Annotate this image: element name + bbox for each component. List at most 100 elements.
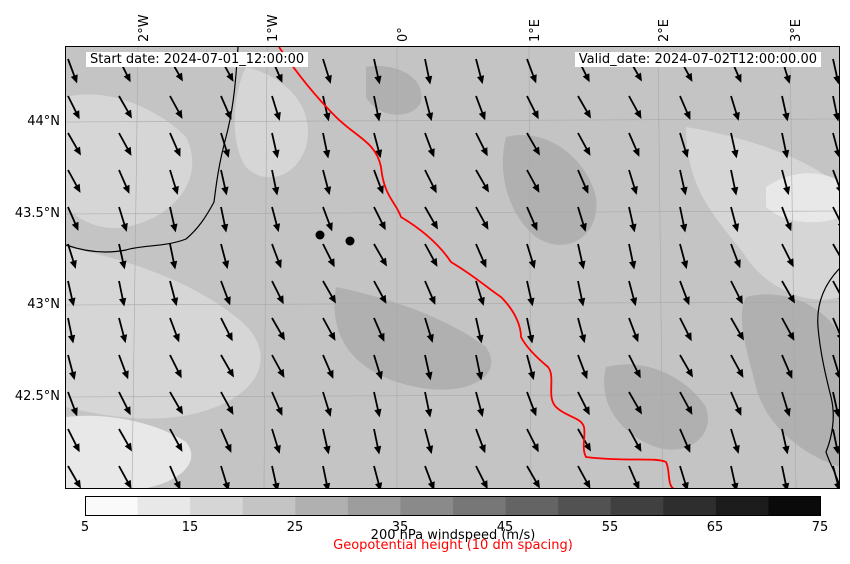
wind-arrow-head [170,260,178,270]
wind-arrow-head [323,445,331,455]
wind-arrow-head [323,112,331,122]
wind-arrow-head [175,442,183,452]
wind-arrow-head [427,148,435,158]
wind-arrow-head [374,112,382,122]
wind-arrow-head [782,149,790,159]
wind-arrow-head [685,368,693,378]
wind-arrow-head [276,295,284,305]
wind-arrow-head [732,444,740,454]
wind-arrow-shaft [832,169,839,189]
wind-arrow-head [124,109,132,119]
wind-arrow-head [377,332,385,342]
lon-label-0: 0° [396,27,411,42]
wind-arrow-head [476,371,484,381]
lat-label-44n: 44°N [27,114,60,129]
wind-arrow-head [578,260,586,270]
wind-arrow-head [173,480,181,488]
wind-arrow-head [734,406,742,416]
windspeed-zone [66,247,261,419]
wind-arrow-head [323,482,331,488]
wind-arrow-head [481,183,489,193]
wind-arrow-head [374,75,382,85]
wind-arrow-head [71,221,79,231]
wind-arrow-head [731,482,739,488]
wind-arrow-head [273,111,281,121]
colorbar-segment [558,496,612,516]
wind-arrow-head [226,72,234,82]
wind-arrow-head [222,260,230,270]
windspeed-zone [502,135,597,245]
wind-arrow-head [476,334,484,344]
wind-arrow-head [222,481,230,488]
wind-arrow-head [226,368,234,378]
wind-arrow-head [277,331,285,341]
wind-arrow-head [119,297,127,307]
colorbar-segment [453,496,507,516]
wind-arrow-head [477,75,485,85]
colorbar-tick: 35 [391,520,409,535]
wind-arrow-head [582,73,590,83]
colorbar-segment [137,496,191,516]
wind-arrow-head [70,407,78,417]
wind-arrow-head [272,482,280,488]
colorbar-tick: 5 [80,520,90,535]
wind-arrow-head [69,371,77,381]
wind-arrow-head [631,333,639,343]
graticule [66,47,839,488]
windspeed-base [66,47,839,488]
start-date-label: Start date: 2024-07-01_12:00:00 [86,52,309,67]
wind-arrow-head [430,220,438,230]
wind-arrow-head [634,72,642,82]
wind-arrow-head [579,222,587,232]
colorbar-tick: 25 [286,520,304,535]
wind-arrow-head [685,72,693,82]
wind-arrow-head [272,149,280,159]
wind-arrow-head [680,186,688,196]
wind-arrow-head [530,221,538,231]
wind-arrow-head [834,149,839,158]
wind-arrow-head [272,186,280,196]
wind-arrow-head [175,72,183,82]
wind-arrow-head [73,479,81,488]
wind-arrow-head [326,369,334,379]
wind-arrow-head [578,297,586,307]
wind-arrow-head [173,147,181,157]
windspeed-zone [234,67,308,178]
wind-arrow-head [120,222,128,232]
colorbar-segment [85,496,139,516]
wind-arrow-head [736,368,744,378]
colorbar-segment [400,496,454,516]
wind-arrow-head [174,369,182,379]
wind-arrow-head [175,405,183,415]
wind-arrow-head [327,258,335,268]
wind-arrow-head [273,444,281,454]
wind-arrow-head [630,297,638,307]
wind-arrow-head [374,445,382,455]
wind-arrow-head [583,109,591,119]
wind-arrow-head [632,147,640,157]
station-dot [315,230,325,240]
wind-arrow-head [277,368,285,378]
wind-arrow-head [477,408,485,418]
colorbar-tick: 45 [496,520,514,535]
wind-arrow-head [834,482,839,488]
wind-arrow-head [378,221,386,231]
wind-arrow-head [124,146,132,156]
wind-arrow-head [630,185,638,195]
coastline [66,47,239,253]
wind-arrow-head [532,479,540,488]
wind-arrow-head [480,480,488,488]
wind-arrow-head [684,332,692,342]
wind-arrow-head [375,482,383,488]
windspeed-zone [686,127,839,300]
wind-arrow-head [425,75,433,85]
colorbar-segment [768,496,821,516]
wind-arrow-head [527,334,535,344]
wind-arrow-head [634,442,642,452]
wind-arrow-head [833,408,839,418]
wind-arrow-shaft [832,317,839,335]
colorbar-segment [715,496,769,516]
wind-arrow-head [680,223,688,233]
wind-arrow-head [629,260,637,270]
wind-arrow-head [124,442,132,452]
